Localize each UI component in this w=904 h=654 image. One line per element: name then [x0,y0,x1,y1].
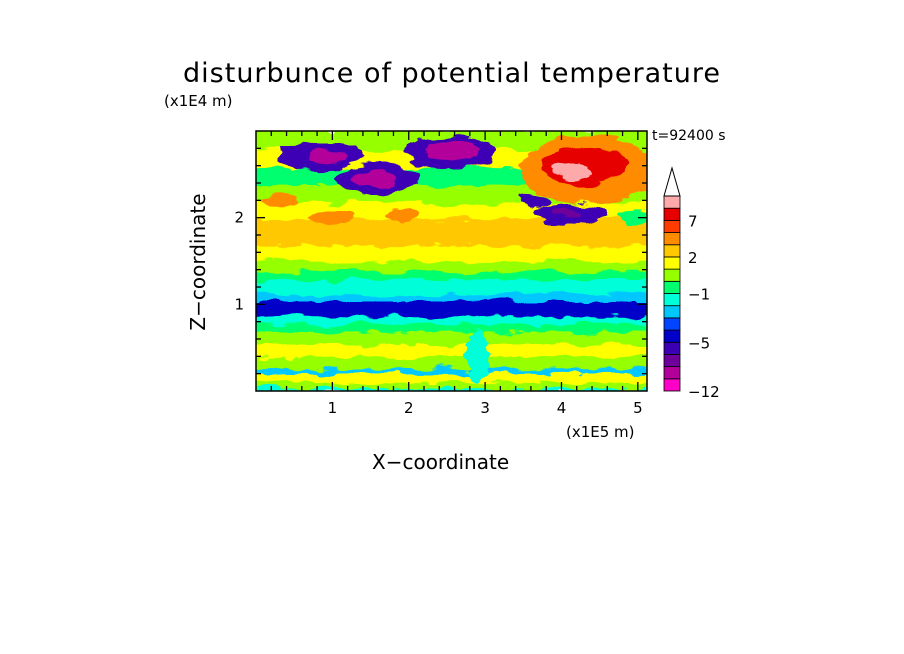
contour-feature-10 [551,209,580,218]
colorbar-tick-label: 2 [688,249,698,267]
contour-feature-15 [618,210,647,225]
colorbar-segment-4 [663,329,681,343]
y-tick-label: 2 [234,209,244,227]
contour-feature-3 [351,170,398,187]
colorbar-segment-9 [663,268,681,282]
z-unit-label: (x1E4 m) [164,92,233,110]
x-axis: 1 2 3 4 5 [270,131,643,417]
colorbar-segment-13 [663,219,681,233]
colorbar: −12−5−127 [663,166,720,401]
contour-feature-14 [259,194,299,207]
colorbar-segment-5 [663,317,681,331]
contour-feature-13 [385,209,417,222]
colorbar-segment-14 [663,207,681,221]
colorbar-segment-15 [663,195,681,209]
contour-feature-12 [309,210,356,225]
contour-feature-11 [519,194,551,207]
x-tick-label: 1 [328,399,338,417]
colorbar-segment-0 [663,378,681,392]
colorbar-tick-label: 7 [688,212,698,230]
contour-band-3 [256,364,647,374]
contour-feature-17 [439,299,531,310]
contour-field [256,131,647,391]
x-tick-label: 3 [480,399,490,417]
x-tick-label: 4 [557,399,567,417]
y-tick-label: 1 [234,295,244,313]
x-axis-label: X−coordinate [372,450,510,474]
contour-feature-1 [309,150,348,164]
colorbar-segment-3 [663,341,681,355]
colorbar-segment-1 [663,366,681,380]
y-axis: 12 [234,147,647,375]
contour-band-5 [256,340,647,357]
colorbar-segment-12 [663,232,681,246]
contour-feature-16 [466,330,489,383]
contour-band-1 [256,378,647,389]
contour-band-6 [256,328,647,345]
x-unit-label: (x1E5 m) [566,423,635,441]
contour-band-11 [256,276,647,295]
x-tick-label: 2 [404,399,414,417]
colorbar-segment-2 [663,354,681,368]
colorbar-segment-8 [663,280,681,294]
contour-feature-5 [424,139,478,161]
contour-band-14 [256,241,647,262]
x-tick-label: 5 [633,399,643,417]
contour-band-8 [256,312,647,324]
chart-title: disturbunce of potential temperature [183,58,721,89]
colorbar-segment-7 [663,293,681,307]
colorbar-segment-6 [663,305,681,319]
colorbar-tick-label: −12 [688,383,720,401]
contour-band-15 [256,215,647,246]
colorbar-extend-max [663,166,681,197]
contour-band-10 [256,290,647,302]
colorbar-segment-11 [663,244,681,258]
contour-feature-8 [553,161,593,179]
plot-frame [255,130,648,392]
time-label: t=92400 s [652,128,726,144]
colorbar-segment-10 [663,256,681,270]
colorbar-tick-label: −1 [688,286,710,304]
colorbar-tick-label: −5 [688,334,710,352]
contour-band-4 [256,352,647,369]
